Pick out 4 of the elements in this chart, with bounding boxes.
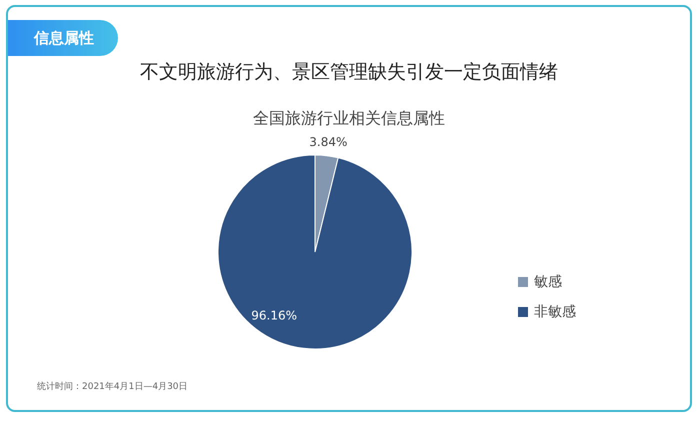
annotation: 统计时间：2021年4月1日—4月30日 (37, 382, 188, 392)
subtitle: 全国旅游行业相关信息属性 (253, 108, 445, 128)
title: 不文明旅游行为、景区管理缺失引发一定负面情绪 (140, 61, 558, 83)
annotation: 信息属性 (34, 29, 94, 47)
